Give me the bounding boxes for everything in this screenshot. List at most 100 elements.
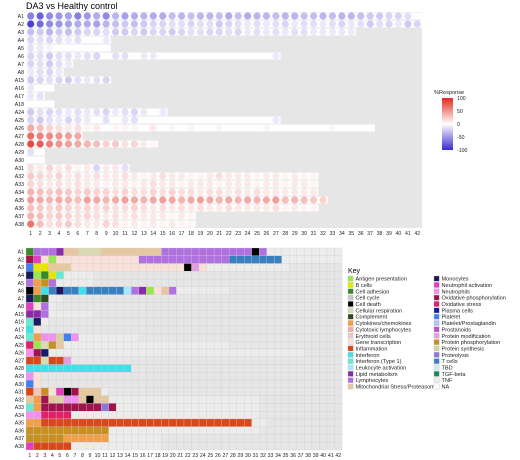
function-cell <box>259 333 267 342</box>
function-cell <box>63 418 72 427</box>
function-cell <box>289 255 298 264</box>
function-cell <box>33 387 42 396</box>
response-dot <box>309 172 318 180</box>
response-dot <box>36 68 44 76</box>
column-label: 6 <box>66 453 69 459</box>
response-dot <box>243 196 252 204</box>
column-label: 3 <box>43 453 46 459</box>
key-swatch <box>347 377 354 383</box>
function-cell <box>116 325 124 334</box>
function-cell <box>296 294 305 303</box>
response-dot <box>45 180 54 188</box>
response-dot <box>74 212 82 220</box>
function-cell <box>251 255 260 264</box>
function-cell <box>116 426 124 435</box>
function-cell <box>93 333 102 342</box>
column-label: 19 <box>198 231 204 237</box>
function-cell <box>25 247 34 256</box>
row-label: A25 <box>15 343 24 349</box>
function-cell <box>281 434 290 443</box>
function-cell <box>191 278 200 287</box>
function-cell <box>40 333 49 342</box>
response-dot <box>93 204 101 212</box>
response-dot <box>121 196 129 204</box>
function-cell <box>228 317 237 326</box>
function-cell <box>244 379 252 388</box>
function-cell <box>296 271 305 280</box>
row-label: A35 <box>15 198 24 204</box>
response-dot <box>177 220 186 228</box>
function-cell <box>78 434 87 443</box>
row-label: A2 <box>18 22 24 28</box>
row-label: A32 <box>15 174 24 180</box>
column-label: 35 <box>283 453 289 459</box>
key-swatch <box>433 383 440 390</box>
function-cell <box>296 302 305 311</box>
response-dot <box>121 204 129 212</box>
colorbar-tick: -100 <box>457 148 467 154</box>
response-dot <box>74 140 82 148</box>
function-cell <box>78 302 87 311</box>
function-cell <box>131 395 140 404</box>
function-cell <box>123 403 132 412</box>
function-cell <box>221 411 230 420</box>
column-label: 18 <box>188 231 194 237</box>
function-cell <box>251 418 260 427</box>
function-cell <box>304 302 313 311</box>
function-cell <box>138 379 147 388</box>
function-cell <box>251 395 260 404</box>
response-dot <box>93 196 101 204</box>
function-cell <box>334 294 343 303</box>
function-cell <box>55 310 64 319</box>
function-cell <box>304 255 313 264</box>
function-cell <box>281 325 290 334</box>
function-cell <box>70 333 79 342</box>
function-cell <box>266 387 275 396</box>
function-cell <box>183 348 192 357</box>
response-dot <box>347 12 355 20</box>
function-cell <box>304 286 313 295</box>
function-cell <box>146 333 155 342</box>
response-dot <box>64 204 73 212</box>
column-label: 4 <box>58 231 61 237</box>
response-dot <box>196 28 205 36</box>
function-cell <box>311 286 320 295</box>
function-cell <box>281 403 290 412</box>
function-cell <box>153 302 162 311</box>
response-dot <box>27 12 35 20</box>
response-dot <box>225 188 233 196</box>
function-cell <box>33 364 42 373</box>
key-swatch <box>433 288 440 295</box>
response-dot <box>149 180 157 188</box>
function-cell <box>183 418 192 427</box>
key-label: Monocytes <box>442 277 469 283</box>
function-cell <box>191 325 200 334</box>
response-dot <box>215 180 223 188</box>
function-cell <box>55 302 64 311</box>
function-cell <box>326 271 335 280</box>
row-label: A35 <box>15 421 24 427</box>
response-dot <box>140 140 148 148</box>
column-label: 31 <box>311 231 317 237</box>
row-label: A28 <box>15 366 24 372</box>
function-cell <box>55 364 64 373</box>
function-cell <box>131 364 140 373</box>
key-label: Mitochondrial Stress/Proteasome <box>356 385 438 391</box>
function-cell <box>198 317 207 326</box>
response-dot <box>121 28 129 36</box>
function-cell <box>116 286 124 295</box>
function-cell <box>281 348 290 357</box>
column-label: 23 <box>192 453 198 459</box>
response-dot <box>27 180 35 188</box>
response-dot <box>74 76 82 84</box>
function-cell <box>281 278 290 287</box>
function-cell <box>311 294 320 303</box>
function-cell <box>40 364 49 373</box>
function-cell <box>78 341 87 350</box>
function-cell <box>70 364 79 373</box>
response-dot <box>159 12 167 20</box>
function-cell <box>326 364 335 373</box>
response-dot <box>357 12 365 20</box>
column-label: 28 <box>230 453 236 459</box>
response-dot <box>83 116 91 124</box>
